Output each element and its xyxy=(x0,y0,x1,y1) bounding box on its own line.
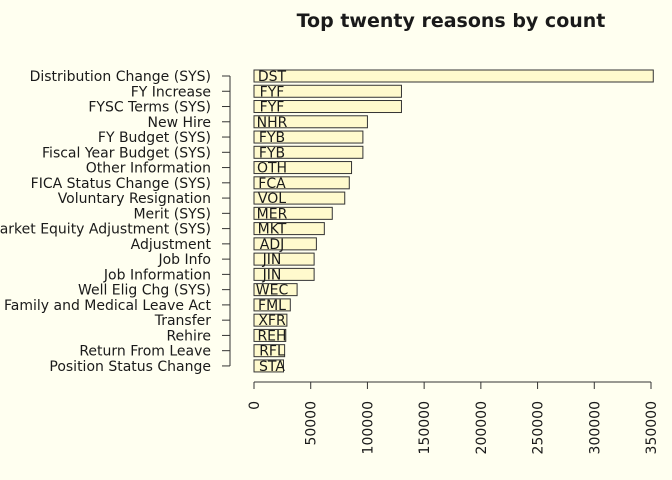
category-label: Family and Medical Leave Act xyxy=(4,298,211,314)
category-label: Distribution Change (SYS) xyxy=(30,69,211,85)
bar-code-label: FYF xyxy=(260,100,285,116)
x-tick-label: 200000 xyxy=(474,401,490,454)
bar-7 xyxy=(253,176,350,190)
category-label: FYSC Terms (SYS) xyxy=(88,100,211,116)
bar-16 xyxy=(253,313,288,327)
y-axis xyxy=(222,75,231,367)
x-tick-label: 250000 xyxy=(531,401,547,454)
x-tick-label: 150000 xyxy=(417,401,433,454)
bar-code-label: JIN xyxy=(262,252,282,268)
bar-code-label: OTH xyxy=(257,161,287,177)
category-label: New Hire xyxy=(148,115,211,131)
category-label: FICA Status Change (SYS) xyxy=(31,176,211,192)
x-tick-label: 100000 xyxy=(360,401,376,454)
bar-code-label: JIN xyxy=(262,267,282,283)
category-label: FY Increase xyxy=(131,84,211,100)
bar-code-label: VOL xyxy=(258,191,286,207)
bar-code-label: FYB xyxy=(259,130,285,146)
bar-19 xyxy=(253,359,284,373)
bar-0 xyxy=(253,69,654,83)
bar-code-label: FYF xyxy=(260,84,285,100)
category-label: Rehire xyxy=(166,328,211,344)
category-label: Job Information xyxy=(103,267,211,283)
x-axis: 0 50000 100000 150000 200000 250000 300000 3500… xyxy=(247,381,660,454)
x-tick-label: 350000 xyxy=(644,401,660,454)
bar-8 xyxy=(253,191,346,205)
bar-code-label: ADJ xyxy=(260,237,285,253)
bar-code-label: STA xyxy=(259,359,285,375)
bars-group: DSTFYFFYFNHRFYBFYBOTHFCAVOLMERMKTADJJINJ… xyxy=(253,69,654,375)
bar-code-label: XFR xyxy=(258,313,286,329)
category-label: FY Budget (SYS) xyxy=(98,130,211,146)
bar-18 xyxy=(253,344,286,358)
bar-4 xyxy=(253,130,364,144)
bar-code-label: RFL xyxy=(259,344,285,360)
category-label: Market Equity Adjustment (SYS) xyxy=(0,222,211,238)
bar-11 xyxy=(253,237,317,251)
bar-2 xyxy=(253,100,402,114)
category-label: Adjustment xyxy=(131,237,212,253)
bar-code-label: FYB xyxy=(259,145,285,161)
category-label: Voluntary Resignation xyxy=(58,191,211,207)
x-tick-label: 300000 xyxy=(587,401,603,454)
category-label: Merit (SYS) xyxy=(133,206,211,222)
category-label: Transfer xyxy=(154,313,212,329)
bar-15 xyxy=(253,298,291,312)
bar-10 xyxy=(253,222,325,236)
bar-code-label: FCA xyxy=(258,176,286,192)
bar-code-label: DST xyxy=(258,69,287,85)
bar-1 xyxy=(253,84,402,98)
category-label: Other Information xyxy=(86,161,211,177)
bar-17 xyxy=(253,328,287,342)
bar-14 xyxy=(253,283,298,297)
bar-code-label: MER xyxy=(257,206,288,222)
bar-code-label: MKT xyxy=(258,222,287,238)
bar-code-label: WEC xyxy=(256,283,289,299)
category-labels-group: Distribution Change (SYS)FY IncreaseFYSC… xyxy=(0,69,211,375)
x-tick-label: 0 xyxy=(247,401,263,410)
bar-code-label: REH xyxy=(257,328,286,344)
category-label: Well Elig Chg (SYS) xyxy=(78,283,211,299)
bar-12 xyxy=(253,252,315,266)
bar-6 xyxy=(253,161,353,175)
bar-code-label: NHR xyxy=(257,115,288,131)
category-label: Job Info xyxy=(157,252,211,268)
bar-5 xyxy=(253,145,364,159)
bar-9 xyxy=(253,206,333,220)
category-label: Fiscal Year Budget (SYS) xyxy=(42,145,211,161)
chart-title: Top twenty reasons by count xyxy=(297,10,606,32)
bar-code-label: FML xyxy=(258,298,286,314)
category-label: Position Status Change xyxy=(49,359,211,375)
bar-13 xyxy=(253,267,315,281)
category-label: Return From Leave xyxy=(79,344,211,360)
bar-3 xyxy=(253,115,368,129)
x-tick-label: 50000 xyxy=(304,401,320,446)
